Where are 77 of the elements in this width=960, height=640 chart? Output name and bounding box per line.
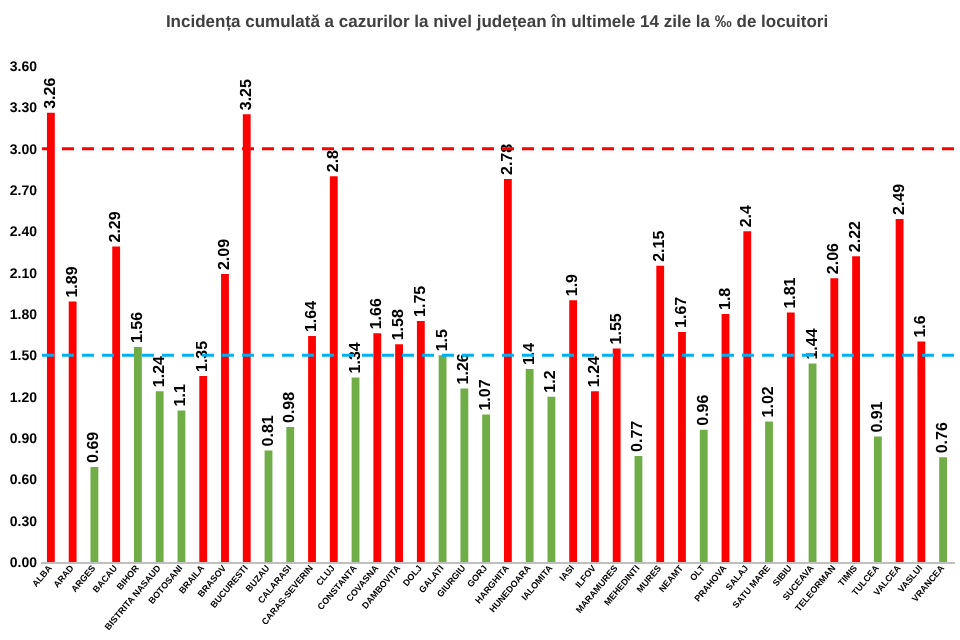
data-label: 2.15 [650, 229, 669, 262]
bar [852, 256, 860, 562]
bar [569, 300, 578, 562]
bar [873, 436, 882, 562]
bar [547, 396, 556, 562]
data-label: 3.26 [40, 76, 59, 109]
data-label: 1.64 [302, 299, 321, 333]
data-label: 1.2 [541, 369, 560, 393]
data-label: 2.29 [106, 210, 125, 243]
data-label: 1.58 [389, 308, 408, 341]
data-label: 3.25 [236, 77, 255, 111]
bar [525, 369, 534, 562]
bar [678, 331, 686, 562]
data-label: 1.24 [149, 354, 168, 388]
bar [68, 301, 77, 562]
data-label: 0.91 [867, 400, 886, 433]
bar [177, 410, 186, 562]
bar [460, 388, 469, 562]
data-label: 1.5 [432, 327, 451, 352]
data-label: 1.6 [911, 314, 930, 338]
bar [765, 421, 773, 562]
bar [699, 429, 708, 562]
data-label: 2.8 [323, 148, 342, 173]
bar [591, 391, 599, 562]
data-label: 2.09 [214, 237, 233, 271]
data-label: 0.81 [258, 414, 277, 447]
data-label: 1.4 [519, 341, 538, 366]
data-label: 2.22 [846, 219, 865, 253]
bar [830, 278, 839, 562]
data-label: 0.96 [693, 393, 712, 426]
bar [308, 336, 316, 562]
data-label: 1.9 [563, 272, 582, 297]
bar [373, 333, 382, 562]
bar [395, 344, 403, 562]
bar [134, 347, 142, 562]
data-label: 1.81 [780, 276, 799, 309]
data-label: 0.98 [280, 390, 299, 423]
data-label: 2.49 [889, 182, 908, 215]
data-label: 0.77 [628, 419, 647, 452]
bar [199, 376, 208, 562]
data-label: 2.06 [824, 241, 843, 275]
data-label: 1.66 [367, 297, 386, 330]
bar [351, 377, 360, 562]
data-label: 1.02 [759, 385, 778, 418]
bar [416, 320, 425, 562]
bar [895, 218, 904, 562]
data-label: 1.24 [584, 354, 603, 388]
bar [612, 348, 621, 562]
bar [656, 265, 665, 562]
data-label: 1.75 [410, 284, 429, 317]
data-label: 2.4 [737, 203, 756, 228]
data-label: 1.55 [606, 312, 625, 345]
bar [221, 274, 229, 562]
data-label: 1.07 [476, 378, 495, 411]
chart-title: Incidența cumulată a cazurilor la nivel județean în ultimele 14 zile la ‰ de locuitori [165, 11, 829, 31]
bar [917, 341, 926, 562]
bar [264, 450, 273, 562]
bar [743, 231, 752, 562]
data-label: 1.8 [715, 286, 734, 310]
bar [786, 312, 795, 562]
data-label: 1.56 [127, 310, 146, 344]
bar [503, 178, 512, 562]
bar [329, 176, 338, 562]
data-label: 0.76 [933, 421, 952, 454]
data-label: 1.35 [193, 339, 212, 372]
bar [90, 466, 99, 562]
bar [112, 246, 121, 562]
bar [155, 391, 164, 562]
data-label: 1.1 [171, 383, 190, 407]
data-label: 0.69 [84, 430, 103, 463]
data-label: 1.89 [62, 265, 81, 298]
bar [939, 457, 948, 562]
data-label: 1.67 [671, 295, 690, 328]
bar [286, 426, 295, 562]
data-label: 1.34 [345, 341, 364, 374]
bar [482, 414, 491, 562]
bar [438, 355, 447, 562]
